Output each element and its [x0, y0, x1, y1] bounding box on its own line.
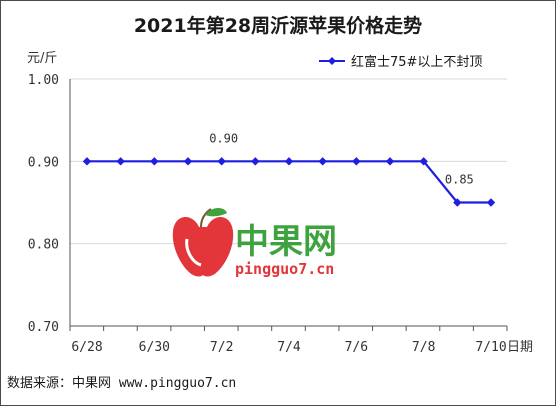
x-tick-label: 7/8 [412, 340, 435, 355]
x-axis-ticks: 6/28 6/30 7/2 7/4 7/6 7/8 7/10 [69, 326, 508, 355]
watermark-logo: 中果网 pingguo7.cn [172, 208, 337, 278]
x-tick-label: 7/4 [277, 340, 301, 355]
data-point [183, 157, 193, 166]
y-tick-label: 1.00 [28, 73, 59, 88]
legend-marker-icon [328, 57, 336, 65]
watermark-name: 中果网 [235, 222, 337, 262]
y-axis-unit: 元/斤 [27, 51, 57, 66]
data-point [352, 157, 361, 166]
data-point [318, 157, 327, 166]
x-tick-label: 7/10 [475, 340, 506, 355]
x-tick-label: 6/30 [139, 340, 170, 355]
y-tick-label: 0.70 [28, 320, 59, 335]
y-tick-label: 0.90 [28, 155, 59, 170]
data-point [116, 157, 125, 166]
y-tick-label: 0.80 [28, 238, 59, 253]
data-point [150, 157, 159, 166]
x-tick-label: 6/28 [71, 340, 102, 355]
data-point [251, 157, 260, 166]
series-group [82, 157, 496, 207]
y-axis-ticks: 1.00 0.90 0.80 0.70 [28, 73, 59, 335]
chart-title: 2021年第28周沂源苹果价格走势 [134, 14, 422, 37]
x-tick-label: 7/2 [210, 340, 233, 355]
data-point [385, 157, 395, 166]
apple-logo-icon [172, 208, 234, 277]
data-point [486, 198, 496, 207]
watermark-url: pingguo7.cn [235, 260, 334, 278]
data-point [217, 157, 226, 166]
source-note: 数据来源：中果网 www.pingguo7.cn [7, 376, 236, 391]
x-tick-label: 7/6 [345, 340, 368, 355]
data-labels: 0.90 0.85 [209, 131, 474, 186]
data-label: 0.85 [445, 173, 474, 187]
data-point [82, 157, 92, 166]
legend: 红富士75#以上不封顶 [319, 54, 482, 70]
data-point [284, 157, 294, 166]
legend-label: 红富士75#以上不封顶 [351, 54, 482, 70]
x-axis-unit: 日期 [507, 340, 533, 355]
data-point [419, 157, 428, 166]
data-label: 0.90 [209, 131, 238, 145]
data-point [453, 198, 462, 207]
series-line [87, 160, 491, 204]
